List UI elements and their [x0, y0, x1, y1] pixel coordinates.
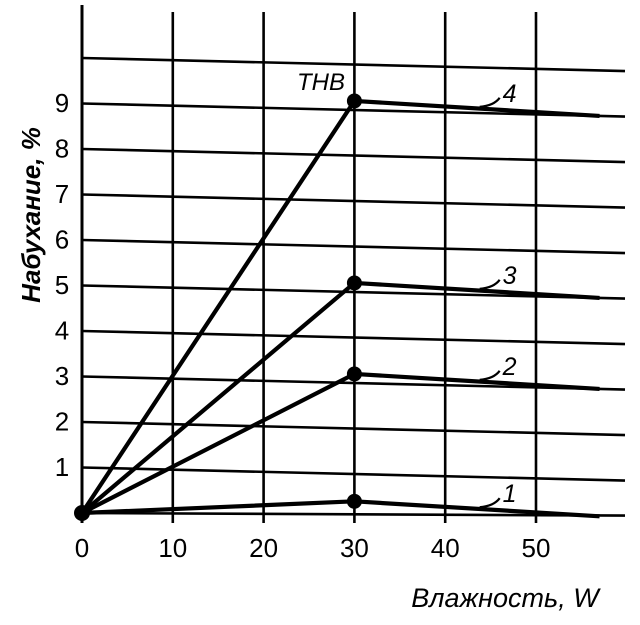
- data-point-4: [346, 93, 362, 109]
- series-line-4: [80, 98, 600, 515]
- series-labels: 1 2 3 4: [479, 80, 517, 509]
- series-label-3: 3: [503, 262, 517, 290]
- x-tick-labels: 0 10 20 30 40 50: [75, 533, 551, 563]
- series-leader-2: [479, 370, 501, 381]
- y-tick-labels: 1 2 3 4 5 6 7 8 9: [55, 88, 69, 482]
- y-tick-label: 7: [55, 179, 69, 209]
- x-tick-label: 30: [340, 533, 369, 563]
- y-tick-label: 4: [55, 316, 69, 346]
- y-axis-label: Набухание, %: [16, 127, 46, 303]
- x-tick-label: 50: [522, 533, 551, 563]
- series-leader-1: [479, 497, 501, 509]
- series-lines: [80, 98, 600, 519]
- x-tick-label: 40: [431, 533, 460, 563]
- data-points: [74, 93, 362, 521]
- x-tick-label: 10: [158, 533, 187, 563]
- axes: [76, 5, 626, 523]
- x-tick-label: 0: [75, 533, 89, 563]
- series-label-1: 1: [503, 480, 517, 508]
- series-leader-4: [479, 97, 501, 108]
- series-label-4: 4: [503, 80, 517, 108]
- y-tick-label: 5: [55, 270, 69, 300]
- y-tick-label: 8: [55, 134, 69, 164]
- x-axis: [76, 511, 626, 517]
- data-point-3: [346, 275, 362, 291]
- grid: [81, 12, 626, 523]
- y-tick-label: 6: [55, 225, 69, 255]
- data-point-1: [346, 493, 362, 509]
- data-point-2: [346, 366, 362, 382]
- series-leader-3: [479, 279, 501, 290]
- x-axis-label: Влажность, W: [411, 583, 601, 613]
- origin-point: [74, 505, 90, 521]
- series-label-2: 2: [502, 353, 517, 381]
- point-label-tnv: ТНВ: [297, 69, 345, 96]
- y-tick-label: 1: [55, 452, 69, 482]
- y-tick-label: 3: [55, 361, 69, 391]
- x-tick-label: 20: [249, 533, 278, 563]
- y-tick-label: 2: [55, 407, 69, 437]
- y-tick-label: 9: [55, 88, 69, 118]
